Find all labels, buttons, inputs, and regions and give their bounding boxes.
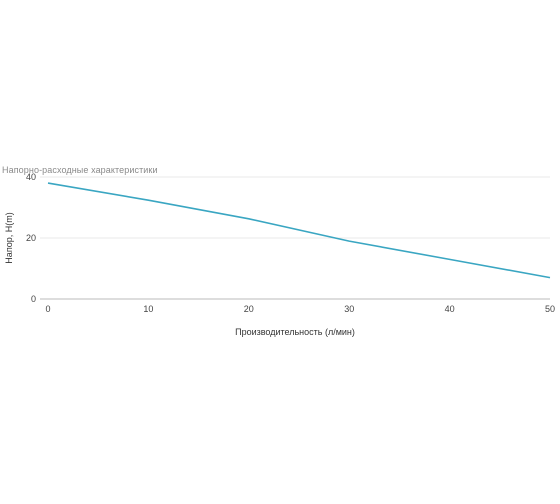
x-tick-label-10: 10	[143, 304, 153, 314]
chart-title: Напорно-расходные характеристики	[2, 165, 158, 175]
x-tick-label-50: 50	[545, 304, 555, 314]
x-tick-label-30: 30	[344, 304, 354, 314]
series-layer	[47, 182, 551, 279]
y-tick-label-20: 20	[26, 233, 36, 243]
x-axis-title: Производительность (л/мин)	[235, 327, 355, 337]
x-tick-label-20: 20	[244, 304, 254, 314]
grid-lines	[40, 176, 550, 239]
x-tick-label-40: 40	[445, 304, 455, 314]
y-tick-label-0: 0	[31, 294, 36, 304]
series-line-0	[47, 182, 551, 279]
x-tick-label-0: 0	[45, 304, 50, 314]
tick-labels: 0 20 40 0 10 20 30 40 50	[26, 172, 555, 314]
y-tick-label-40: 40	[26, 172, 36, 182]
y-axis-title: Напор, H(m)	[4, 212, 14, 263]
